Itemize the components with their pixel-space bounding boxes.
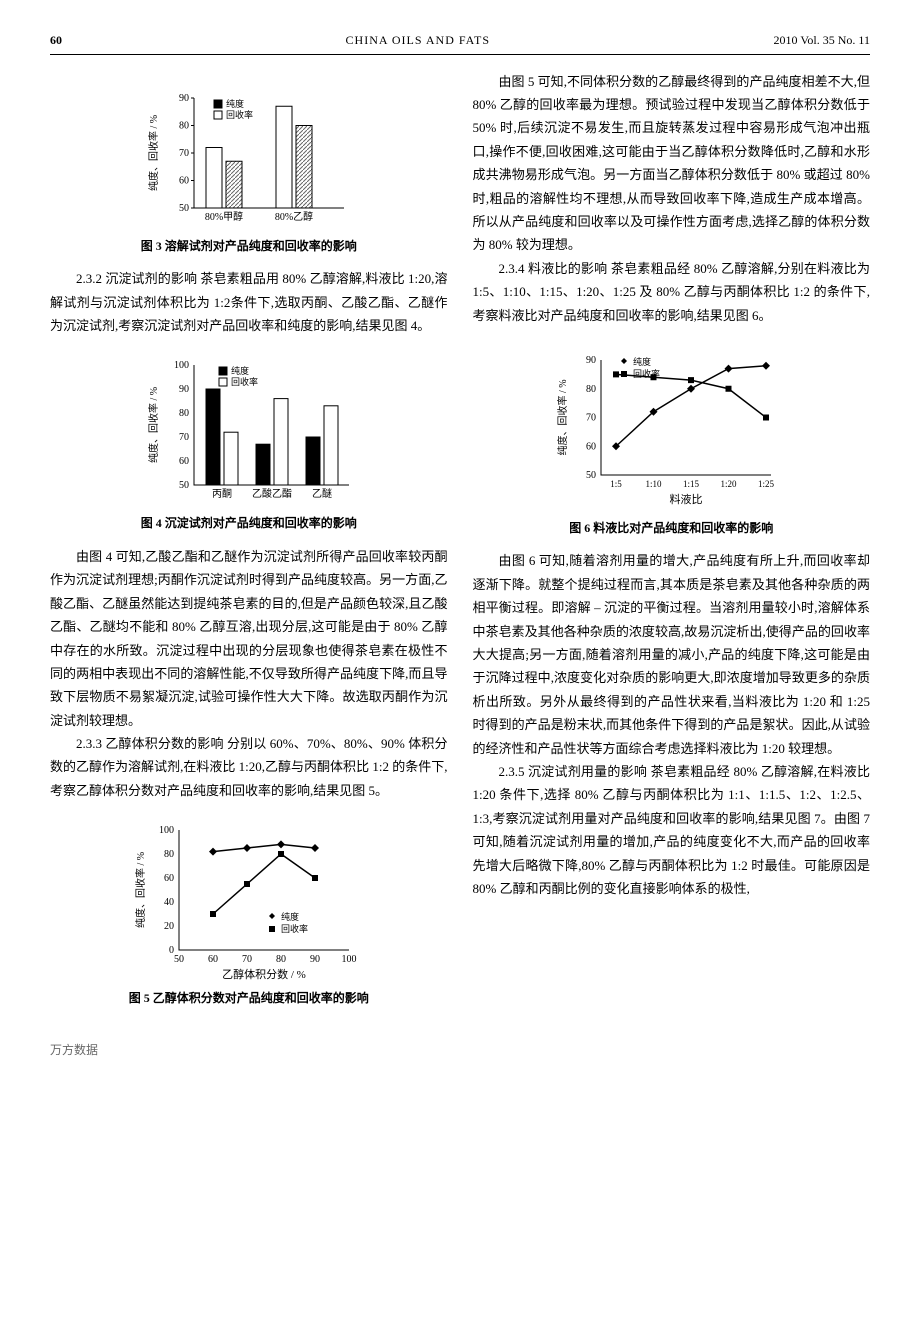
svg-text:乙酸乙酯: 乙酸乙酯 bbox=[252, 487, 292, 500]
svg-text:回收率: 回收率 bbox=[633, 368, 660, 379]
svg-text:1:5: 1:5 bbox=[610, 479, 622, 489]
issue-info: 2010 Vol. 35 No. 11 bbox=[774, 30, 870, 52]
svg-text:90: 90 bbox=[586, 355, 596, 366]
svg-text:70: 70 bbox=[179, 148, 189, 159]
paragraph-col2-top: 由图 5 可知,不同体积分数的乙醇最终得到的产品纯度相差不大,但 80% 乙醇的… bbox=[473, 70, 871, 257]
figure-5-chart: 50 60 70 80 90 100 0 20 40 60 80 100 乙醇体积分数 / % 纯度、回收… bbox=[129, 810, 369, 980]
svg-text:乙醚: 乙醚 bbox=[312, 487, 332, 500]
svg-text:60: 60 bbox=[179, 175, 189, 186]
svg-text:50: 50 bbox=[586, 470, 596, 481]
svg-text:纯度: 纯度 bbox=[226, 98, 244, 109]
svg-text:回收率: 回收率 bbox=[231, 376, 258, 387]
svg-text:80: 80 bbox=[586, 384, 596, 395]
svg-text:纯度: 纯度 bbox=[633, 356, 651, 367]
figure-3-caption: 图 3 溶解试剂对产品纯度和回收率的影响 bbox=[50, 236, 448, 258]
svg-text:纯度、回收率 / %: 纯度、回收率 / % bbox=[134, 852, 147, 928]
svg-text:1:20: 1:20 bbox=[721, 479, 738, 489]
svg-text:80: 80 bbox=[164, 849, 174, 860]
svg-text:纯度、回收率 / %: 纯度、回收率 / % bbox=[147, 115, 160, 191]
svg-text:50: 50 bbox=[179, 203, 189, 214]
svg-text:80%甲醇: 80%甲醇 bbox=[205, 210, 243, 223]
svg-text:90: 90 bbox=[310, 954, 320, 965]
svg-text:纯度: 纯度 bbox=[231, 365, 249, 376]
svg-text:100: 100 bbox=[341, 954, 356, 965]
svg-text:70: 70 bbox=[242, 954, 252, 965]
svg-text:50: 50 bbox=[174, 954, 184, 965]
two-column-layout: 5060708090纯度、回收率 / %80%甲醇80%乙醇纯度回收率 图 3 … bbox=[50, 70, 870, 1020]
figure-4-chart: 50 60 70 80 90 100 纯度、回收率 / % 丙酮 乙酸乙酯 乙醚 纯度回收率 bbox=[139, 345, 359, 505]
svg-text:80: 80 bbox=[276, 954, 286, 965]
right-column: 由图 5 可知,不同体积分数的乙醇最终得到的产品纯度相差不大,但 80% 乙醇的… bbox=[473, 70, 871, 1020]
svg-text:80: 80 bbox=[179, 408, 189, 419]
section-2-3-5: 2.3.5 沉淀试剂用量的影响 茶皂素粗品经 80% 乙醇溶解,在料液比 1:2… bbox=[473, 760, 871, 900]
svg-text:1:25: 1:25 bbox=[758, 479, 775, 489]
paragraph-after-fig6: 由图 6 可知,随着溶剂用量的增大,产品纯度有所上升,而回收率却逐渐下降。就整个… bbox=[473, 549, 871, 760]
svg-text:丙酮: 丙酮 bbox=[212, 488, 232, 500]
svg-text:纯度、回收率 / %: 纯度、回收率 / % bbox=[147, 387, 160, 463]
figure-6-caption: 图 6 料液比对产品纯度和回收率的影响 bbox=[473, 518, 871, 540]
svg-text:90: 90 bbox=[179, 93, 189, 104]
svg-text:60: 60 bbox=[586, 441, 596, 452]
svg-text:60: 60 bbox=[164, 873, 174, 884]
svg-text:回收率: 回收率 bbox=[226, 109, 253, 120]
svg-text:40: 40 bbox=[164, 897, 174, 908]
svg-text:1:10: 1:10 bbox=[646, 479, 663, 489]
page-header: 60 CHINA OILS AND FATS 2010 Vol. 35 No. … bbox=[50, 30, 870, 55]
left-column: 5060708090纯度、回收率 / %80%甲醇80%乙醇纯度回收率 图 3 … bbox=[50, 70, 448, 1020]
svg-text:纯度: 纯度 bbox=[281, 911, 299, 922]
svg-text:60: 60 bbox=[208, 954, 218, 965]
svg-text:0: 0 bbox=[169, 945, 174, 956]
section-2-3-3: 2.3.3 乙醇体积分数的影响 分别以 60%、70%、80%、90% 体积分数… bbox=[50, 732, 448, 802]
svg-text:70: 70 bbox=[179, 432, 189, 443]
page-number: 60 bbox=[50, 30, 62, 52]
figure-5-caption: 图 5 乙醇体积分数对产品纯度和回收率的影响 bbox=[50, 988, 448, 1010]
svg-text:乙醇体积分数 / %: 乙醇体积分数 / % bbox=[222, 967, 306, 980]
journal-name: CHINA OILS AND FATS bbox=[346, 30, 490, 52]
svg-text:50: 50 bbox=[179, 480, 189, 491]
svg-text:回收率: 回收率 bbox=[281, 923, 308, 934]
svg-text:80%乙醇: 80%乙醇 bbox=[275, 210, 313, 223]
svg-text:纯度、回收率 / %: 纯度、回收率 / % bbox=[556, 379, 569, 455]
svg-text:100: 100 bbox=[159, 825, 174, 836]
svg-text:1:15: 1:15 bbox=[683, 479, 700, 489]
page-footer: 万方数据 bbox=[50, 1040, 870, 1062]
svg-text:70: 70 bbox=[586, 412, 596, 423]
figure-6-chart: 50 60 70 80 90 1:5 1:10 1:15 1:20 1:25 料液比 纯度、回收率 /… bbox=[551, 335, 791, 510]
section-2-3-2: 2.3.2 沉淀试剂的影响 茶皂素粗品用 80% 乙醇溶解,料液比 1:20,溶… bbox=[50, 267, 448, 337]
svg-text:100: 100 bbox=[174, 360, 189, 371]
figure-4-caption: 图 4 沉淀试剂对产品纯度和回收率的影响 bbox=[50, 513, 448, 535]
paragraph-after-fig4: 由图 4 可知,乙酸乙酯和乙醚作为沉淀试剂所得产品回收率较丙酮作为沉淀试剂理想;… bbox=[50, 545, 448, 732]
svg-text:80: 80 bbox=[179, 120, 189, 131]
svg-text:料液比: 料液比 bbox=[670, 492, 703, 506]
figure-3-chart: 50 60 70 80 90 纯度、回收率 / % 80%甲醇 80%乙醇 纯度回收率 bbox=[139, 78, 359, 228]
svg-text:60: 60 bbox=[179, 456, 189, 467]
svg-text:90: 90 bbox=[179, 384, 189, 395]
svg-text:20: 20 bbox=[164, 921, 174, 932]
section-2-3-4: 2.3.4 料液比的影响 茶皂素粗品经 80% 乙醇溶解,分别在料液比为 1:5… bbox=[473, 257, 871, 327]
